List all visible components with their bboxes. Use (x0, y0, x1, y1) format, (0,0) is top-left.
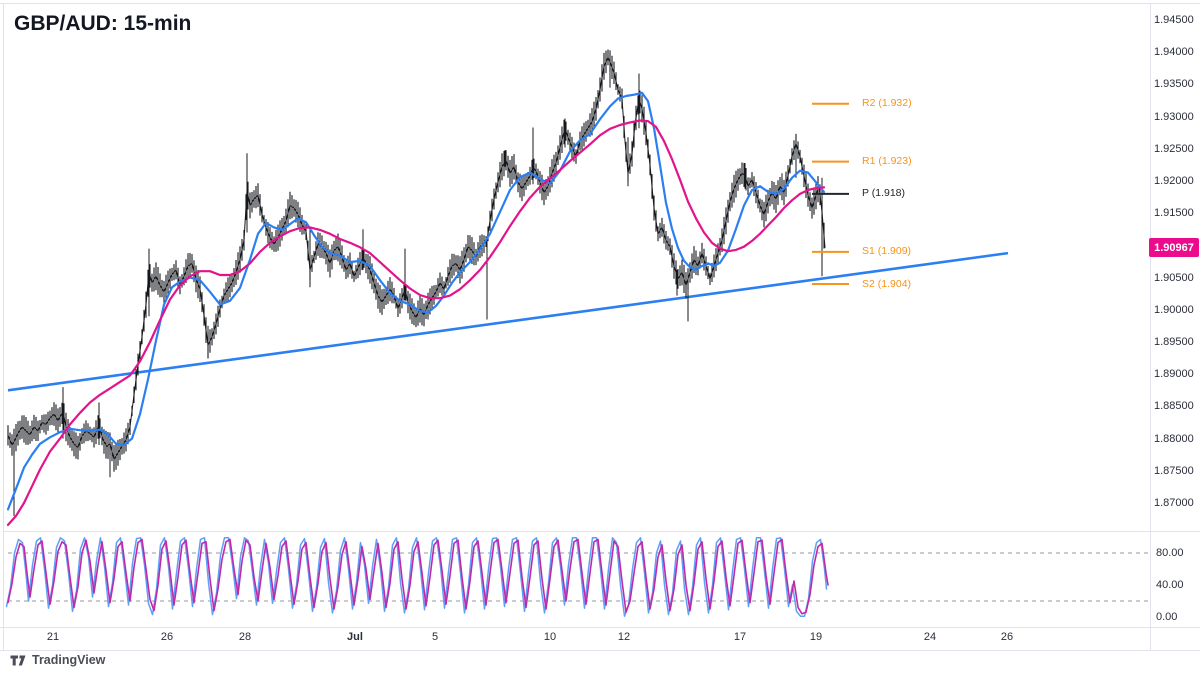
price-axis-label: 1.88000 (1154, 432, 1194, 445)
price-axis-label: 1.93500 (1154, 78, 1194, 91)
pivot-label: R1 (1.923) (862, 155, 912, 168)
time-axis-label: 5 (431, 631, 439, 643)
pivot-label: S2 (1.904) (862, 277, 912, 290)
price-axis-label: 1.87500 (1154, 464, 1194, 477)
time-axis-label: 10 (543, 631, 557, 643)
price-axis-label: 1.93000 (1154, 110, 1194, 123)
tradingview-logo[interactable]: TradingView (10, 653, 105, 667)
time-axis-label: 26 (160, 631, 174, 643)
tradingview-logo-text: TradingView (32, 653, 106, 667)
last-price-tag: 1.90967 (1149, 238, 1199, 258)
time-axis-label: 12 (617, 631, 631, 643)
pivot-label: S1 (1.909) (862, 245, 912, 258)
oscillator-axis-label: 40.00 (1156, 579, 1184, 591)
time-axis-label: 28 (238, 631, 252, 643)
time-axis-label: 19 (809, 631, 823, 643)
oscillator-axis-label: 0.00 (1156, 611, 1178, 623)
price-axis-label: 1.92500 (1154, 142, 1194, 155)
last-price-value: 1.90967 (1154, 241, 1194, 254)
chart-title: GBP/AUD: 15-min (14, 12, 192, 35)
price-axis-label: 1.87000 (1154, 497, 1194, 509)
time-axis-label: Jul (347, 631, 363, 643)
tradingview-logo-icon (10, 655, 26, 666)
price-axis-label: 1.90000 (1154, 303, 1194, 316)
time-axis-label: 17 (733, 631, 747, 643)
time-axis-label: 24 (923, 631, 937, 643)
price-axis-label: 1.94500 (1154, 14, 1194, 26)
price-axis-label: 1.91500 (1154, 207, 1194, 220)
price-axis-label: 1.89000 (1154, 368, 1194, 381)
pivot-label: P (1.918) (862, 187, 905, 200)
price-axis-label: 1.90500 (1154, 271, 1194, 284)
price-axis-label: 1.92000 (1154, 175, 1194, 187)
time-axis-label: 21 (46, 631, 60, 643)
price-axis-label: 1.89500 (1154, 336, 1194, 348)
price-axis-label: 1.88500 (1154, 400, 1194, 413)
pivot-label: R2 (1.932) (862, 97, 912, 110)
price-axis-label: 1.94000 (1154, 46, 1194, 59)
oscillator-axis-label: 80.00 (1156, 547, 1184, 559)
time-axis-label: 26 (1000, 631, 1014, 643)
